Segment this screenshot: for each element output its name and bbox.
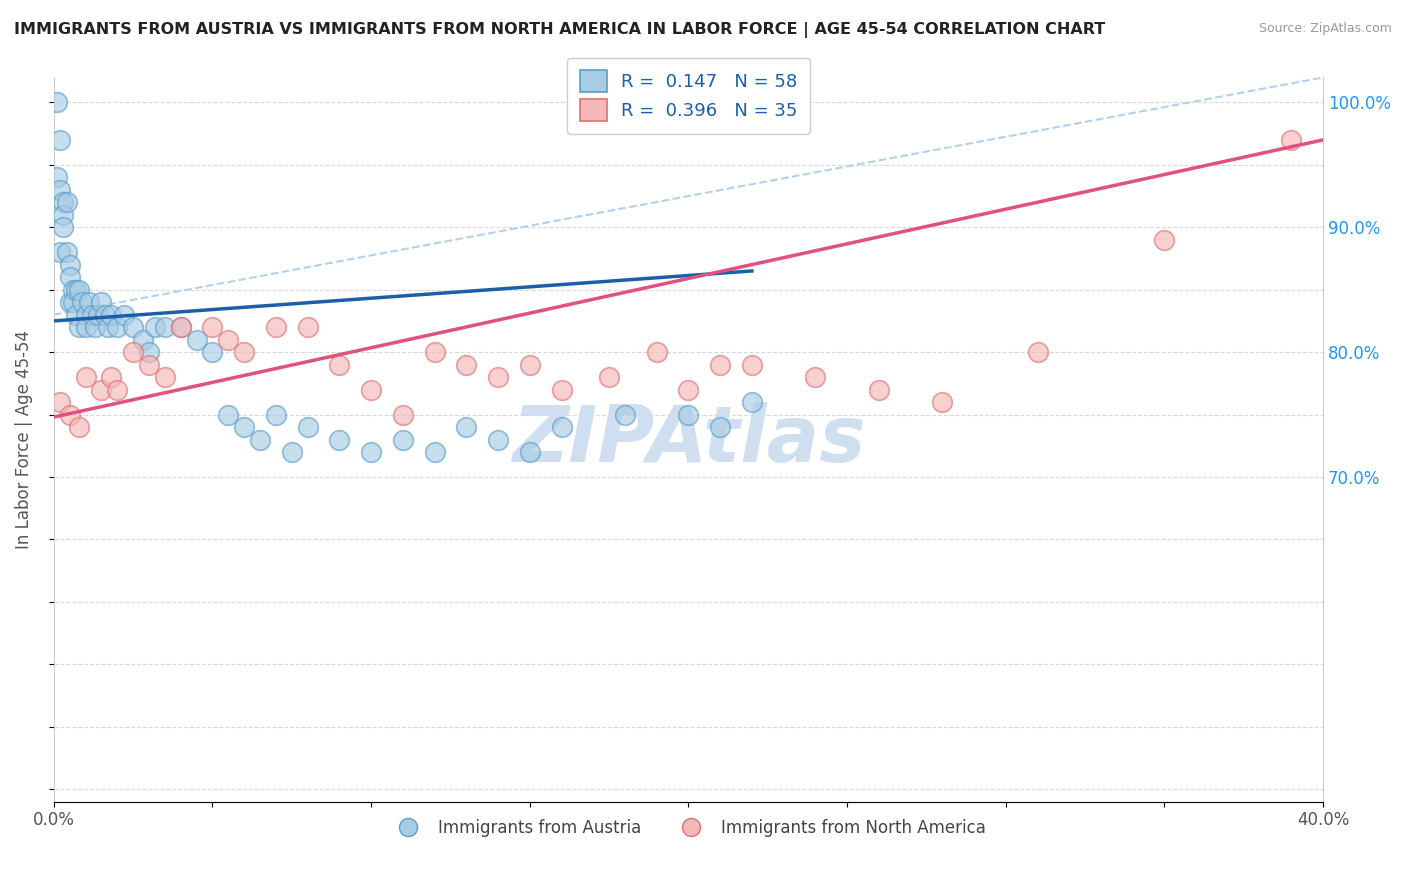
- Point: [72, 295, 94, 310]
- Point: [75, 370, 97, 384]
- Point: [138, 345, 160, 359]
- Point: [49, 133, 72, 147]
- Point: [201, 345, 224, 359]
- Point: [138, 358, 160, 372]
- Point: [297, 320, 319, 334]
- Point: [59, 408, 82, 422]
- Point: [645, 345, 668, 359]
- Point: [49, 183, 72, 197]
- Point: [678, 383, 700, 397]
- Text: Source: ZipAtlas.com: Source: ZipAtlas.com: [1258, 22, 1392, 36]
- Point: [1026, 345, 1049, 359]
- Point: [49, 395, 72, 409]
- Point: [65, 308, 87, 322]
- Point: [90, 383, 112, 397]
- Point: [49, 245, 72, 260]
- Point: [77, 295, 100, 310]
- Point: [55, 195, 77, 210]
- Point: [153, 320, 176, 334]
- Point: [67, 320, 90, 334]
- Point: [360, 383, 382, 397]
- Legend: Immigrants from Austria, Immigrants from North America: Immigrants from Austria, Immigrants from…: [384, 813, 993, 844]
- Point: [122, 345, 145, 359]
- Point: [59, 258, 82, 272]
- Point: [360, 445, 382, 459]
- Point: [709, 358, 731, 372]
- Point: [233, 420, 256, 434]
- Point: [105, 320, 128, 334]
- Point: [423, 445, 446, 459]
- Text: ZIPAtlas: ZIPAtlas: [512, 401, 865, 477]
- Point: [55, 245, 77, 260]
- Point: [392, 433, 415, 447]
- Point: [75, 320, 97, 334]
- Point: [328, 433, 350, 447]
- Point: [100, 308, 122, 322]
- Point: [519, 358, 541, 372]
- Point: [201, 320, 224, 334]
- Point: [80, 308, 103, 322]
- Point: [598, 370, 620, 384]
- Point: [217, 333, 239, 347]
- Point: [62, 295, 84, 310]
- Point: [52, 208, 75, 222]
- Point: [65, 283, 87, 297]
- Point: [423, 345, 446, 359]
- Point: [741, 395, 763, 409]
- Point: [1153, 233, 1175, 247]
- Point: [170, 320, 193, 334]
- Point: [804, 370, 827, 384]
- Point: [550, 383, 572, 397]
- Point: [90, 295, 112, 310]
- Point: [456, 420, 478, 434]
- Point: [1279, 133, 1302, 147]
- Point: [264, 408, 287, 422]
- Point: [217, 408, 239, 422]
- Point: [170, 320, 193, 334]
- Point: [122, 320, 145, 334]
- Point: [249, 433, 271, 447]
- Point: [328, 358, 350, 372]
- Point: [62, 283, 84, 297]
- Text: IMMIGRANTS FROM AUSTRIA VS IMMIGRANTS FROM NORTH AMERICA IN LABOR FORCE | AGE 45: IMMIGRANTS FROM AUSTRIA VS IMMIGRANTS FR…: [14, 22, 1105, 38]
- Point: [105, 383, 128, 397]
- Point: [709, 420, 731, 434]
- Point: [145, 320, 167, 334]
- Point: [486, 433, 509, 447]
- Point: [59, 270, 82, 285]
- Point: [678, 408, 700, 422]
- Point: [100, 370, 122, 384]
- Point: [87, 308, 110, 322]
- Point: [519, 445, 541, 459]
- Point: [614, 408, 637, 422]
- Point: [93, 308, 115, 322]
- Point: [931, 395, 953, 409]
- Point: [281, 445, 304, 459]
- Point: [486, 370, 509, 384]
- Y-axis label: In Labor Force | Age 45-54: In Labor Force | Age 45-54: [15, 330, 32, 549]
- Point: [52, 220, 75, 235]
- Point: [75, 308, 97, 322]
- Point: [46, 95, 69, 110]
- Point: [186, 333, 208, 347]
- Point: [46, 170, 69, 185]
- Point: [550, 420, 572, 434]
- Point: [131, 333, 153, 347]
- Point: [264, 320, 287, 334]
- Point: [97, 320, 120, 334]
- Point: [456, 358, 478, 372]
- Point: [84, 320, 107, 334]
- Point: [392, 408, 415, 422]
- Point: [233, 345, 256, 359]
- Point: [67, 283, 90, 297]
- Point: [868, 383, 890, 397]
- Point: [112, 308, 135, 322]
- Point: [67, 420, 90, 434]
- Point: [52, 195, 75, 210]
- Point: [59, 295, 82, 310]
- Point: [153, 370, 176, 384]
- Point: [741, 358, 763, 372]
- Point: [297, 420, 319, 434]
